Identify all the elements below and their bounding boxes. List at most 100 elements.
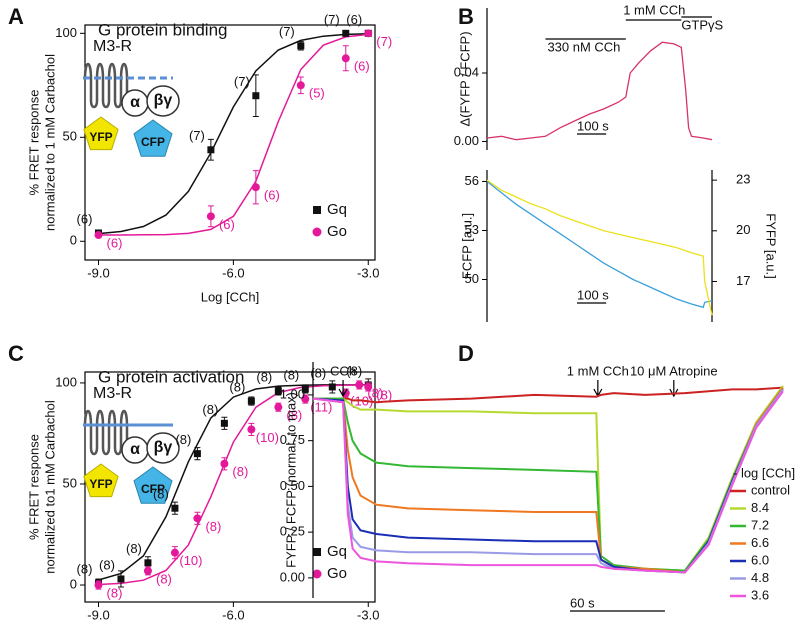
point bbox=[247, 397, 255, 405]
x-tick-label: -6.0 bbox=[222, 607, 244, 622]
legend-title: - log [CCh] bbox=[733, 465, 795, 480]
line bbox=[486, 180, 713, 309]
point bbox=[301, 395, 310, 404]
y-tick-label: 50 bbox=[63, 129, 77, 144]
point-label: (11) bbox=[310, 400, 332, 415]
donor-shape bbox=[83, 463, 119, 498]
point bbox=[296, 81, 305, 90]
acceptor-label: CFP bbox=[141, 482, 165, 496]
point-label: (8) bbox=[202, 402, 218, 417]
x-tick-label: -6.0 bbox=[222, 265, 244, 280]
annotation-arrow bbox=[338, 380, 348, 398]
legend-marker bbox=[312, 227, 322, 237]
y2-tick-label: 23 bbox=[736, 172, 750, 187]
point bbox=[171, 504, 179, 512]
legend-marker bbox=[313, 206, 321, 214]
y2-tick-label: 17 bbox=[736, 273, 750, 288]
point-label: (7) bbox=[324, 12, 340, 27]
point-label: (8) bbox=[99, 557, 115, 572]
interval-label: 330 nM CCh bbox=[547, 39, 620, 54]
y-axis-label: normalized to 1 mM Carbachol bbox=[42, 54, 57, 231]
y-tick-label: 0 bbox=[70, 576, 77, 591]
betagamma-label: βγ bbox=[154, 439, 173, 456]
legend-label: Gq bbox=[327, 543, 347, 560]
panel-label: C bbox=[8, 341, 24, 366]
line bbox=[312, 388, 784, 574]
point bbox=[193, 514, 202, 523]
point-label: (6) bbox=[219, 217, 235, 232]
legend-label: 6.6 bbox=[751, 535, 769, 550]
legend-label: 7.2 bbox=[751, 517, 769, 532]
interval-label: 1 mM CCh bbox=[623, 2, 685, 17]
point-label: (8) bbox=[232, 464, 248, 479]
legend-label: control bbox=[751, 482, 790, 497]
alpha-label: α bbox=[130, 441, 140, 458]
y-axis-label: FCFP [a.u.] bbox=[459, 213, 474, 279]
panel-label: A bbox=[8, 4, 24, 29]
donor-label: YFP bbox=[89, 130, 112, 144]
betagamma-shape bbox=[146, 432, 180, 464]
legend-label: Gq bbox=[327, 201, 347, 218]
chart-title: G protein activation bbox=[98, 367, 244, 386]
point bbox=[117, 575, 125, 583]
y-tick-label: 0.25 bbox=[280, 524, 305, 539]
acceptor-shape bbox=[133, 466, 173, 504]
line bbox=[313, 386, 784, 404]
point bbox=[207, 146, 215, 154]
point bbox=[251, 183, 260, 192]
line bbox=[312, 390, 784, 574]
receptor bbox=[83, 409, 129, 456]
y-tick-label: 50 bbox=[63, 475, 77, 490]
line bbox=[313, 385, 784, 572]
point bbox=[274, 403, 283, 412]
legend-label: 8.4 bbox=[751, 500, 769, 515]
receptor-label: M3-R bbox=[93, 385, 132, 402]
point bbox=[274, 387, 282, 395]
donor-label: YFP bbox=[89, 477, 112, 491]
y2-tick-label: 20 bbox=[736, 222, 750, 237]
fit-curve bbox=[98, 384, 369, 581]
x-tick-label: -3.0 bbox=[357, 607, 379, 622]
y-axis-label: FYFP / FCFP (normal. to max) bbox=[283, 392, 298, 568]
line bbox=[486, 41, 713, 141]
point bbox=[170, 548, 179, 557]
fit-curve bbox=[98, 384, 369, 586]
point bbox=[301, 385, 309, 393]
point-label: (7) bbox=[189, 128, 205, 143]
panel-label: B bbox=[458, 4, 474, 29]
point-label: (8) bbox=[77, 561, 93, 576]
y-axis-label: normalized to1 mM Carbachol bbox=[42, 400, 57, 574]
point bbox=[355, 380, 364, 389]
y-axis-label: % FRET response bbox=[26, 434, 41, 540]
acceptor-shape bbox=[133, 119, 173, 157]
point bbox=[220, 459, 229, 468]
y-tick-label: 100 bbox=[55, 374, 77, 389]
plot-frame bbox=[84, 371, 376, 603]
fit-curve bbox=[98, 33, 369, 236]
y-tick-label: 0.04 bbox=[454, 64, 479, 79]
point bbox=[328, 383, 336, 391]
receptor-label: M3-R bbox=[93, 38, 132, 55]
point bbox=[364, 382, 373, 391]
x-axis-label: Log [CCh] bbox=[201, 289, 260, 304]
point-label: (8) bbox=[107, 585, 123, 600]
point bbox=[247, 425, 256, 434]
betagamma-label: βγ bbox=[154, 92, 173, 109]
x-tick-label: -9.0 bbox=[87, 265, 109, 280]
point bbox=[206, 212, 215, 221]
y-tick-label: 100 bbox=[55, 25, 77, 40]
chart-title: G protein binding bbox=[98, 20, 227, 39]
point-label: (7) bbox=[376, 34, 392, 49]
point-label: (5) bbox=[309, 86, 325, 101]
point-label: (8) bbox=[376, 387, 392, 402]
point-label: (8) bbox=[229, 380, 245, 395]
x-tick-label: -9.0 bbox=[87, 607, 109, 622]
point-label: (8) bbox=[126, 541, 142, 556]
y-axis-label: % FRET response bbox=[26, 90, 41, 196]
y-axis-label: Δ(FYFP / FCFP) bbox=[457, 31, 472, 126]
plot-frame bbox=[84, 24, 376, 261]
y-tick-label: 0.00 bbox=[280, 569, 305, 584]
line bbox=[312, 387, 784, 574]
point-label: (8) bbox=[346, 363, 362, 378]
